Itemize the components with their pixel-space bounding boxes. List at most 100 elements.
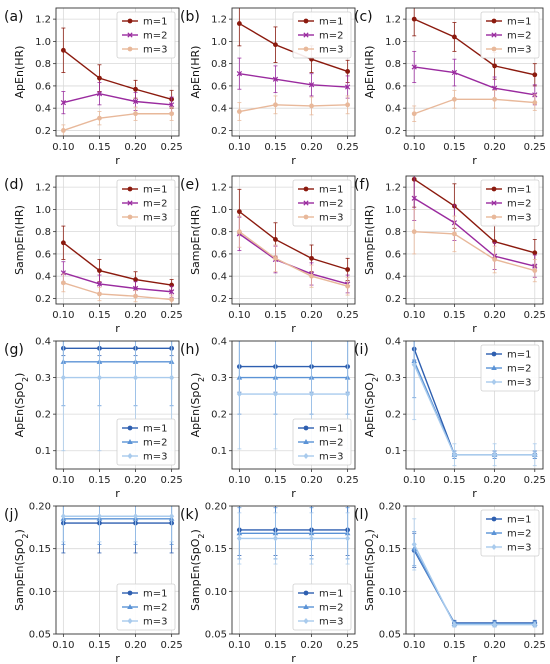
data-point bbox=[345, 69, 351, 74]
data-point bbox=[169, 374, 175, 381]
data-point bbox=[97, 115, 102, 121]
legend-label: m=2 bbox=[507, 364, 531, 375]
legend-item: m=2 bbox=[298, 438, 343, 449]
series-group bbox=[60, 341, 175, 452]
legend: m=1 m=2 m=3 bbox=[116, 583, 176, 631]
y-tick-label: 0.4 bbox=[35, 272, 51, 283]
data-point bbox=[96, 281, 103, 287]
x-axis-label: r bbox=[291, 652, 296, 664]
x-tick-label: 0.15 bbox=[443, 640, 465, 651]
y-tick-label: 0.1 bbox=[35, 446, 51, 457]
y-tick-label: 0.8 bbox=[211, 227, 227, 238]
series-m1 bbox=[60, 27, 175, 109]
x-tick-label: 0.15 bbox=[443, 142, 465, 153]
x-tick-label: 0.10 bbox=[403, 310, 425, 321]
y-tick-label: 0.05 bbox=[379, 630, 401, 641]
y-tick-label: 0.3 bbox=[385, 373, 401, 384]
legend-swatch-marker bbox=[303, 425, 309, 431]
y-tick-label: 1.2 bbox=[211, 15, 227, 26]
x-tick-label: 0.20 bbox=[124, 142, 146, 153]
x-tick-label: 0.25 bbox=[160, 640, 182, 651]
legend-label: m=3 bbox=[143, 213, 167, 224]
plot-frame bbox=[55, 505, 180, 635]
data-point bbox=[236, 391, 242, 398]
legend-swatch-marker bbox=[303, 604, 309, 609]
y-tick-label: 0.4 bbox=[211, 337, 227, 348]
data-point bbox=[236, 229, 242, 235]
series-line bbox=[238, 211, 348, 271]
plot-frame bbox=[405, 505, 544, 635]
data-point bbox=[308, 82, 315, 88]
x-tick-label: 0.10 bbox=[403, 142, 425, 153]
y-tick-label: 0.2 bbox=[211, 126, 227, 137]
legend: m=1 m=2 m=3 bbox=[116, 179, 176, 227]
data-point bbox=[133, 86, 138, 92]
panel-label: (k) bbox=[180, 507, 199, 523]
legend-swatch-marker bbox=[303, 590, 309, 596]
data-point bbox=[97, 268, 102, 274]
data-point bbox=[308, 535, 315, 542]
data-point bbox=[96, 513, 103, 520]
x-tick-label: 0.15 bbox=[443, 310, 465, 321]
panel-h: 0.1 0.2 0.3 0.4 0.10 0.15 0.20 0.25 (h) ApEn(SpO2… bbox=[180, 337, 359, 501]
plot-frame bbox=[55, 340, 180, 470]
series-m3 bbox=[60, 273, 175, 304]
legend-swatch-marker bbox=[491, 186, 497, 192]
y-tick-label: 0.2 bbox=[35, 294, 51, 305]
data-point bbox=[60, 280, 66, 286]
y-tick-label: 1.0 bbox=[35, 37, 51, 48]
legend-label: m=3 bbox=[319, 45, 343, 56]
x-axis-label: r bbox=[115, 487, 120, 500]
y-tick-label: 0.05 bbox=[29, 630, 51, 641]
data-point bbox=[491, 85, 498, 91]
y-tick-label: 0.6 bbox=[385, 249, 401, 260]
plot-frame bbox=[231, 7, 356, 137]
y-tick-label: 0.8 bbox=[35, 59, 51, 70]
series-m3 bbox=[411, 208, 538, 283]
series-group bbox=[60, 27, 175, 136]
panel-label: (a) bbox=[4, 9, 24, 25]
x-tick-label: 0.20 bbox=[483, 310, 505, 321]
x-tick-label: 0.25 bbox=[524, 640, 546, 651]
panel-l: 0.050.100.150.200.10 0.15 0.20 0.25(l)SampE… bbox=[354, 502, 546, 664]
legend-swatch-marker bbox=[303, 18, 309, 24]
legend-label: m=1 bbox=[143, 424, 167, 435]
x-tick-label: 0.20 bbox=[300, 640, 322, 651]
series-m2 bbox=[60, 261, 175, 298]
data-point bbox=[97, 291, 102, 297]
data-point bbox=[344, 84, 351, 90]
series-m3 bbox=[60, 341, 175, 452]
data-point bbox=[60, 240, 66, 246]
legend-item: m=3 bbox=[298, 213, 343, 224]
legend-label: m=1 bbox=[507, 17, 531, 28]
legend-swatch-marker bbox=[303, 32, 309, 38]
y-tick-label: 0.2 bbox=[385, 294, 401, 305]
legend-swatch-marker bbox=[491, 351, 497, 357]
data-point bbox=[132, 513, 139, 520]
legend-item: m=1 bbox=[486, 350, 531, 361]
legend-label: m=2 bbox=[507, 31, 531, 42]
y-tick-label: 0.4 bbox=[35, 104, 51, 115]
legend-swatch-marker bbox=[303, 46, 309, 52]
x-tick-label: 0.25 bbox=[160, 142, 182, 153]
legend-item: m=3 bbox=[122, 213, 167, 224]
series-m1 bbox=[60, 341, 175, 357]
y-tick-label: 0.15 bbox=[205, 544, 227, 555]
legend-label: m=1 bbox=[319, 424, 343, 435]
x-axis-label: r bbox=[115, 154, 120, 167]
x-tick-label: 0.15 bbox=[264, 142, 286, 153]
series-m3 bbox=[236, 512, 351, 565]
legend-swatch-marker bbox=[491, 214, 497, 220]
x-tick-label: 0.10 bbox=[228, 142, 250, 153]
legend-swatch-marker bbox=[303, 439, 309, 444]
y-tick-label: 0.15 bbox=[29, 544, 51, 555]
data-point bbox=[236, 21, 242, 26]
series-line bbox=[414, 230, 535, 272]
legend: m=1 m=2 m=3 bbox=[292, 418, 352, 466]
data-point bbox=[60, 47, 66, 53]
legend-item: m=2 bbox=[486, 199, 531, 210]
series-line bbox=[413, 197, 535, 267]
series-group bbox=[411, 176, 538, 283]
series-m3 bbox=[411, 89, 538, 122]
data-point bbox=[133, 293, 138, 299]
